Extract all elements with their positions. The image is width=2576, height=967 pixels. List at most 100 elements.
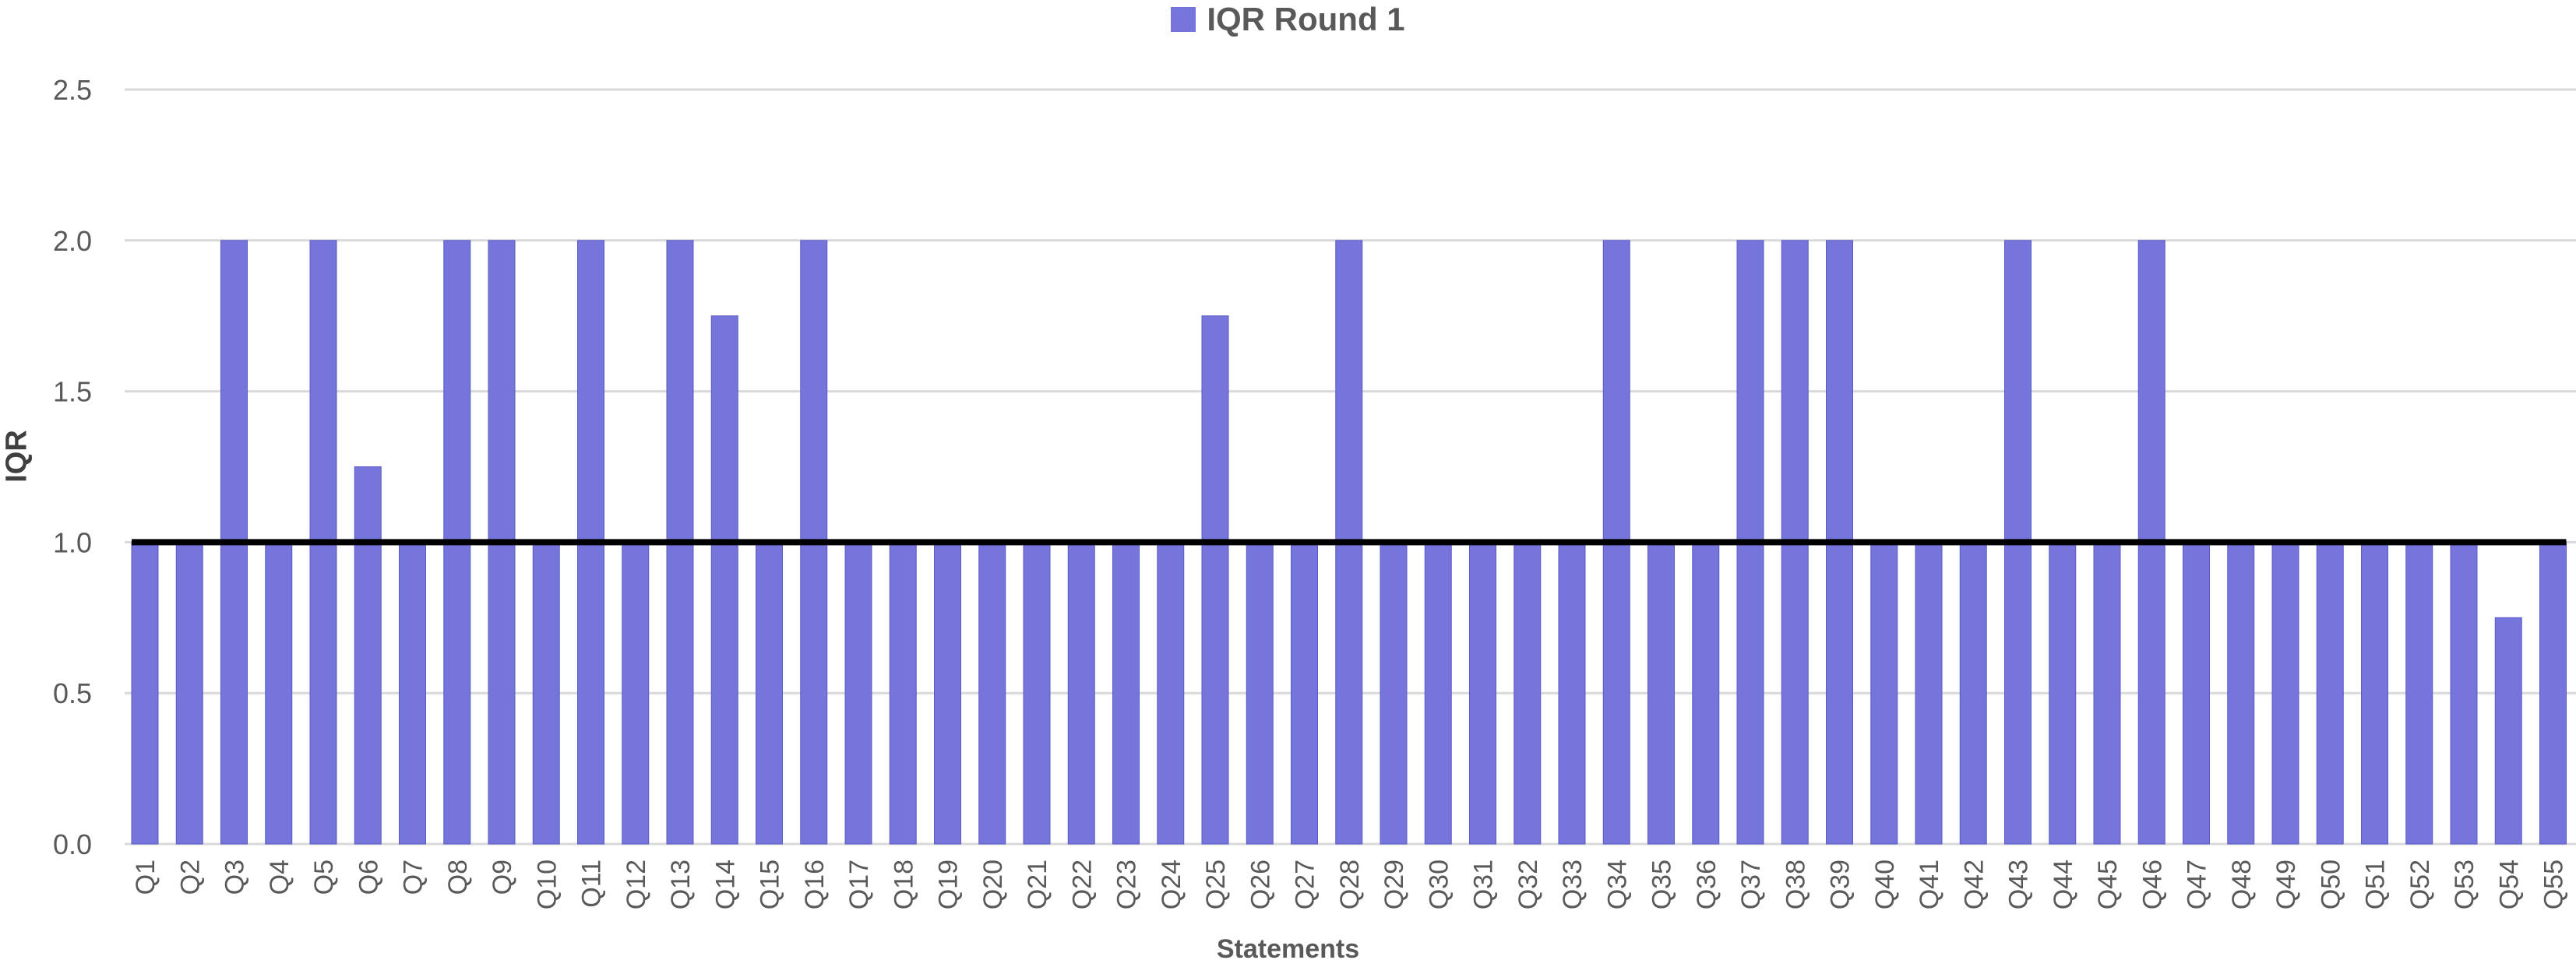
x-tick-label: Q39 xyxy=(1826,860,1855,909)
x-tick-label: Q7 xyxy=(399,860,428,895)
bar xyxy=(1558,541,1586,845)
bar xyxy=(175,541,203,845)
bar xyxy=(1959,541,1987,845)
bar xyxy=(2316,541,2344,845)
x-tick-label: Q12 xyxy=(622,860,651,909)
bar xyxy=(934,541,961,845)
bar xyxy=(1380,541,1408,845)
y-tick-label: 0.0 xyxy=(53,828,92,860)
x-tick-label: Q45 xyxy=(2093,860,2123,909)
bar xyxy=(2361,541,2388,845)
x-tick-label: Q14 xyxy=(710,860,740,909)
legend-swatch xyxy=(1171,7,1196,32)
bar xyxy=(1469,541,1496,845)
x-tick-label: Q44 xyxy=(2049,860,2078,909)
x-tick-label: Q3 xyxy=(220,860,250,895)
bar xyxy=(532,541,560,845)
bar xyxy=(1514,541,1542,845)
bar xyxy=(1424,541,1452,845)
bar xyxy=(2227,541,2255,845)
bar xyxy=(1647,541,1675,845)
bar xyxy=(2183,541,2210,845)
bar xyxy=(1870,541,1898,845)
x-tick-label: Q16 xyxy=(800,860,830,909)
x-tick-label: Q43 xyxy=(2004,860,2034,909)
bar xyxy=(710,315,738,845)
y-tick-label: 0.5 xyxy=(53,677,92,709)
x-tick-label: Q29 xyxy=(1380,860,1409,909)
x-tick-label: Q26 xyxy=(1246,860,1275,909)
bar xyxy=(1291,541,1318,845)
bar xyxy=(354,466,382,845)
x-tick-label: Q30 xyxy=(1424,860,1454,909)
bar xyxy=(1915,541,1943,845)
x-tick-label: Q51 xyxy=(2361,860,2391,909)
bar xyxy=(2450,541,2478,845)
bar xyxy=(1692,541,1720,845)
bar xyxy=(2049,541,2077,845)
bar xyxy=(889,541,917,845)
x-axis-title: Statements xyxy=(1216,934,1360,964)
bar xyxy=(978,541,1006,845)
y-tick-label: 1.5 xyxy=(53,376,92,408)
x-tick-label: Q35 xyxy=(1647,860,1677,909)
bar xyxy=(844,541,872,845)
x-tick-label: Q10 xyxy=(532,860,562,909)
x-tick-label: Q2 xyxy=(175,860,205,895)
x-tick-label: Q22 xyxy=(1067,860,1097,909)
bar xyxy=(2494,617,2522,845)
x-tick-label: Q49 xyxy=(2271,860,2301,909)
bar xyxy=(1246,541,1274,845)
y-tick-label: 1.0 xyxy=(53,526,92,558)
x-tick-label: Q31 xyxy=(1469,860,1499,909)
bar xyxy=(2539,541,2567,845)
x-tick-label: Q24 xyxy=(1157,860,1186,909)
x-tick-label: Q19 xyxy=(934,860,964,909)
bar xyxy=(2405,541,2433,845)
x-tick-label: Q21 xyxy=(1023,860,1052,909)
x-tick-label: Q41 xyxy=(1915,860,1944,909)
x-tick-label: Q36 xyxy=(1692,860,1721,909)
bar xyxy=(399,541,426,845)
x-tick-label: Q15 xyxy=(756,860,785,909)
x-tick-label: Q50 xyxy=(2316,860,2345,909)
x-tick-label: Q8 xyxy=(443,860,473,895)
bar xyxy=(1112,541,1140,845)
x-tick-label: Q32 xyxy=(1514,860,1543,909)
bar xyxy=(131,541,159,845)
x-tick-label: Q53 xyxy=(2450,860,2479,909)
x-tick-label: Q54 xyxy=(2494,860,2524,909)
x-tick-label: Q42 xyxy=(1959,860,1989,909)
x-tick-label: Q48 xyxy=(2227,860,2257,909)
legend-label: IQR Round 1 xyxy=(1207,1,1405,37)
x-tick-label: Q23 xyxy=(1112,860,1142,909)
legend: IQR Round 1 xyxy=(0,0,2576,39)
bar xyxy=(2093,541,2121,845)
x-tick-label: Q25 xyxy=(1201,860,1231,909)
x-tick-label: Q4 xyxy=(265,860,294,895)
x-tick-label: Q55 xyxy=(2539,860,2569,909)
bar xyxy=(1067,541,1095,845)
y-tick-label: 2.0 xyxy=(53,225,92,257)
x-tick-label: Q1 xyxy=(131,860,160,895)
x-tick-label: Q6 xyxy=(354,860,383,895)
x-tick-label: Q18 xyxy=(889,860,918,909)
x-tick-label: Q34 xyxy=(1602,860,1632,909)
x-tick-label: Q40 xyxy=(1870,860,1900,909)
x-tick-label: Q28 xyxy=(1335,860,1365,909)
x-tick-label: Q13 xyxy=(666,860,696,909)
x-tick-label: Q38 xyxy=(1781,860,1810,909)
x-tick-label: Q17 xyxy=(844,860,874,909)
x-tick-label: Q5 xyxy=(309,860,339,895)
x-tick-label: Q37 xyxy=(1736,860,1766,909)
x-tick-label: Q47 xyxy=(2183,860,2212,909)
x-tick-label: Q27 xyxy=(1291,860,1320,909)
x-tick-label: Q33 xyxy=(1558,860,1588,909)
x-tick-label: Q11 xyxy=(577,860,607,908)
x-tick-label: Q20 xyxy=(978,860,1008,909)
bar xyxy=(756,541,783,845)
bar xyxy=(2271,541,2299,845)
bar xyxy=(622,541,650,845)
bar xyxy=(265,541,293,845)
